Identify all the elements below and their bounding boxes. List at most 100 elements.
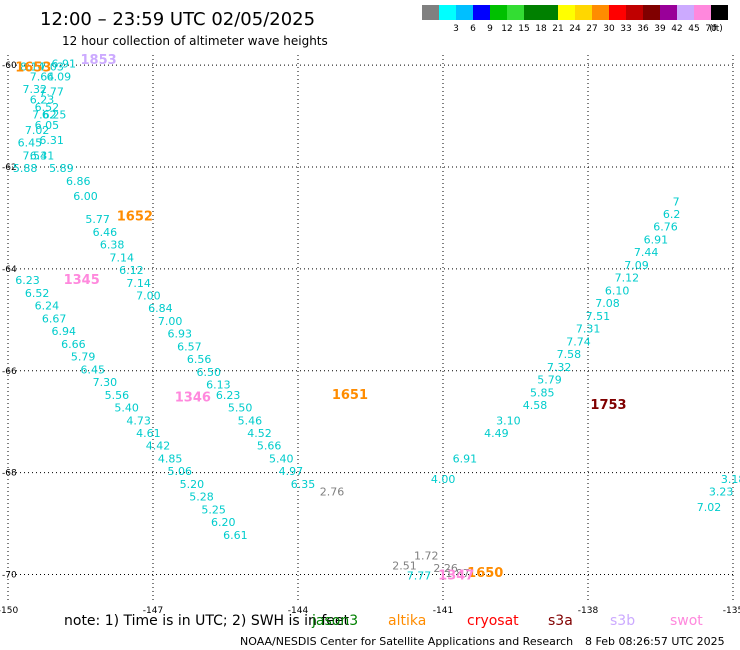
y-tick-label: -64 — [2, 265, 17, 275]
scale-label: 36 — [637, 24, 649, 34]
data-point-label: 6.66 — [61, 338, 86, 351]
scale-label: 24 — [569, 24, 581, 34]
scale-swatch — [592, 5, 609, 20]
scale-label: 15 — [518, 24, 529, 34]
data-point-label: 4.73 — [126, 414, 150, 427]
data-point-label: 7.44 — [634, 246, 659, 259]
data-point-label: 7.02 — [25, 124, 49, 137]
data-point-label: 7 — [673, 195, 680, 208]
pass-time-label: 1347 — [438, 569, 474, 584]
data-point-label: 5.25 — [201, 503, 226, 516]
pass-time-label: 1345 — [64, 273, 100, 288]
pass-time-label: 1853 — [81, 53, 117, 68]
data-point-label: 7.09 — [624, 259, 649, 272]
data-point-label: 5.89 — [49, 162, 73, 175]
data-point-label: 6.56 — [187, 353, 212, 366]
scale-swatch — [643, 5, 660, 20]
data-point-label: 7.74 — [566, 335, 591, 348]
data-point-label: 7.31 — [576, 323, 601, 336]
legend-satellite: s3a — [548, 613, 573, 629]
data-point-label: 4.00 — [431, 473, 456, 486]
data-point-label: 7.51 — [586, 310, 611, 323]
x-tick-label: -147 — [143, 606, 163, 616]
data-point-label: 6.52 — [35, 101, 60, 114]
data-point-label: 6.31 — [39, 134, 64, 147]
data-point-label: 7.12 — [615, 272, 640, 285]
scale-swatch — [490, 5, 507, 20]
data-points: 8.14 6.917.037.646.097.777.326.236.527.62… — [13, 58, 740, 583]
legend-note: note: 1) Time is in UTC; 2) SWH is in fe… — [64, 613, 350, 629]
pass-time-label: 1346 — [175, 390, 211, 405]
scale-swatch — [456, 5, 473, 20]
data-point-label: 5.79 — [537, 374, 562, 387]
chart-subtitle: 12 hour collection of altimeter wave hei… — [62, 34, 328, 48]
data-point-label: 6.50 — [197, 366, 222, 379]
data-point-label: 5.20 — [180, 478, 205, 491]
scale-swatch — [626, 5, 643, 20]
data-point-label: 6.23 — [216, 389, 241, 402]
data-point-label: 5.50 — [228, 402, 253, 415]
data-point-label: 6.91 — [453, 452, 478, 465]
legend-satellite: altika — [388, 613, 426, 629]
scale-label: 27 — [586, 24, 597, 34]
data-point-label: 7.54 — [23, 149, 48, 162]
data-point-label: 6.12 — [119, 264, 143, 277]
data-point-label: 3.10 — [496, 414, 520, 427]
data-point-label: 5.46 — [238, 414, 262, 427]
data-point-label: 6.93 — [168, 328, 193, 341]
data-point-label: 2.76 — [320, 486, 345, 499]
data-point-label: 4.85 — [158, 452, 183, 465]
scale-label: 21 — [552, 24, 563, 34]
data-point-label: 5.85 — [530, 386, 555, 399]
data-point-label: 2.26 — [433, 562, 458, 575]
scale-swatch — [660, 5, 677, 20]
data-point-label: 7.32 — [547, 361, 572, 374]
y-tick-label: -70 — [2, 571, 17, 581]
data-point-label: 4.61 — [136, 427, 161, 440]
data-point-label: 6.2 — [663, 208, 681, 221]
scale-label: 45 — [688, 24, 699, 34]
data-point-label: 7.77 — [407, 570, 432, 583]
data-point-label: 5.77 — [85, 213, 110, 226]
scale-swatch — [558, 5, 575, 20]
legend-satellite: jason3 — [311, 613, 358, 629]
scale-label: 12 — [501, 24, 512, 34]
data-point-label: 6.94 — [52, 325, 77, 338]
axis-ticks: -150 -147 -144 -141 -138 -135 -60 -62 -64 -66 -68 -… — [0, 61, 740, 616]
footer-generated: 8 Feb 08:26:57 UTC 2025 — [585, 635, 725, 648]
data-point-label: 5.40 — [269, 452, 294, 465]
scale-swatch — [575, 5, 592, 20]
pass-time-label: 1753 — [590, 398, 626, 413]
data-point-label: 1.72 — [414, 549, 439, 562]
data-point-label: 6.13 — [206, 379, 231, 392]
data-point-label: 4.58 — [523, 399, 548, 412]
data-point-label: 6.24 — [35, 300, 60, 313]
x-tick-label: -150 — [0, 606, 18, 616]
data-point-label: 6.86 — [66, 175, 91, 188]
data-point-label: 4.49 — [484, 427, 509, 440]
scale-swatch — [524, 5, 541, 20]
data-point-label: 6.23 — [15, 274, 40, 287]
data-point-label: 6.23 — [30, 93, 55, 106]
scale-swatch — [694, 5, 711, 20]
data-point-label: 6.52 — [25, 287, 49, 300]
data-point-label: 4.97 — [279, 465, 304, 478]
data-point-label: 6.05 — [35, 119, 60, 132]
data-point-label: 7.02 — [697, 501, 722, 514]
satellite-legend: jason3 altika cryosat s3a s3b swot — [311, 613, 703, 629]
scale-swatch — [677, 5, 694, 20]
y-tick-label: -68 — [2, 469, 17, 479]
data-point-label: 7.14 — [126, 277, 150, 290]
data-point-label: 6.84 — [148, 302, 173, 315]
scale-label: 42 — [671, 24, 682, 34]
data-point-label: 7.03 — [39, 60, 64, 73]
data-point-label: 5.28 — [189, 491, 214, 504]
data-point-label: 7.00 — [158, 315, 183, 328]
data-point-label: 7.30 — [93, 376, 118, 389]
scale-swatch — [541, 5, 558, 20]
pass-time-label: 1652 — [117, 210, 153, 225]
pass-time-label: 1650 — [467, 566, 503, 581]
scale-label: 39 — [654, 24, 666, 34]
data-point-label: 7.58 — [557, 348, 582, 361]
